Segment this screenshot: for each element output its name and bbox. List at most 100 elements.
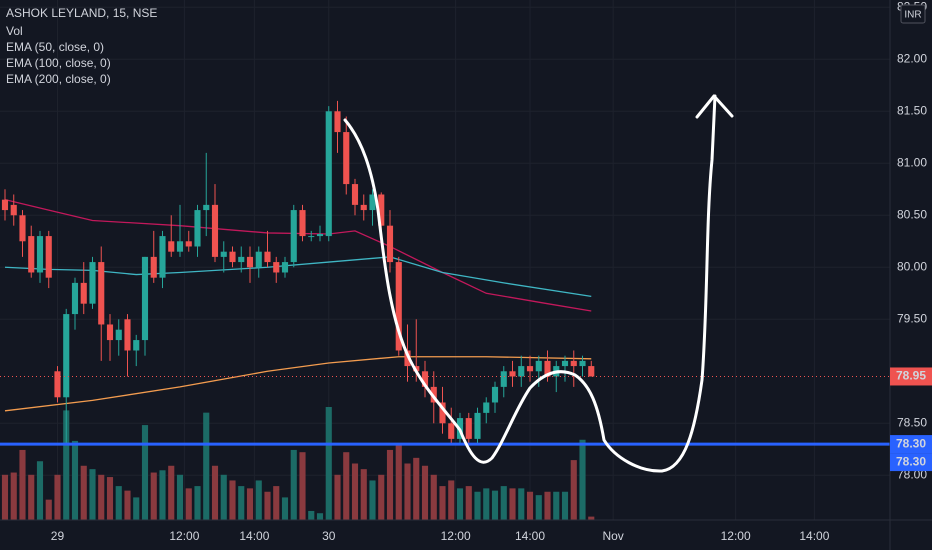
hline-tag — [890, 453, 932, 472]
hline-label: 78.30 — [896, 454, 926, 468]
currency: INR — [904, 10, 921, 21]
volume-bar — [176, 474, 184, 520]
volume-bar — [544, 491, 551, 520]
candle-body — [211, 204, 219, 257]
volume-bar — [343, 452, 350, 520]
candle-body — [474, 412, 481, 439]
last-price-tag — [890, 367, 932, 386]
volume-bar — [465, 486, 472, 520]
legend-item: EMA (200, close, 0) — [6, 72, 111, 86]
candle-body — [36, 236, 44, 273]
volume-bar — [474, 491, 481, 520]
volume-bar — [211, 465, 219, 520]
candle-body — [10, 204, 17, 216]
candle-body — [290, 210, 297, 263]
candle-body — [579, 360, 586, 367]
volume-bar — [229, 480, 236, 520]
candle-body — [491, 386, 499, 403]
axes: 78.0078.5079.5080.0080.5081.0081.5082.00… — [51, 0, 932, 543]
candle-body — [264, 251, 271, 263]
y-tick-label: 82.00 — [897, 51, 927, 65]
volume-bar — [579, 439, 586, 520]
volume-bar — [124, 490, 131, 520]
volume-bar — [588, 516, 595, 520]
candle-body — [45, 236, 52, 278]
candle-body — [98, 262, 105, 325]
volume-bar — [203, 412, 210, 520]
volume-bar — [386, 449, 394, 520]
hline-label: 78.30 — [896, 436, 926, 450]
candle-body — [570, 360, 577, 367]
volume-bar — [141, 425, 149, 520]
candle-body — [194, 210, 201, 247]
volume-bar — [168, 465, 175, 520]
candle-body — [561, 360, 569, 367]
candle-body — [509, 371, 516, 377]
hand-drawn-curve — [343, 94, 717, 473]
arrow-head — [695, 94, 734, 119]
candle-body — [378, 194, 385, 226]
candle-body — [351, 184, 359, 205]
volume-bar — [150, 472, 157, 520]
y-tick-label: 80.50 — [897, 207, 927, 221]
candle-body — [421, 371, 429, 387]
volume-bar — [369, 480, 376, 520]
volume-bar — [255, 480, 262, 520]
volume-bar — [115, 486, 122, 520]
candle-body — [448, 423, 455, 439]
x-tick-label: 12:00 — [441, 529, 471, 543]
volume-bar — [36, 461, 44, 520]
candle-body — [386, 225, 394, 263]
candle-body — [141, 256, 149, 341]
volume-bar — [509, 488, 516, 520]
candle-body — [80, 282, 87, 304]
candle-body — [316, 234, 324, 237]
candle-body — [28, 236, 35, 273]
candle-body — [544, 360, 551, 377]
volume-bar — [133, 497, 140, 520]
candle-body — [518, 366, 525, 377]
candle-body — [124, 319, 131, 351]
volume-bar — [281, 497, 289, 520]
hline-tag — [890, 435, 932, 454]
volume-bar — [273, 486, 280, 520]
x-tick-label: 14:00 — [515, 529, 545, 543]
x-tick-label: 14:00 — [239, 529, 269, 543]
volume-bar — [561, 491, 569, 520]
volume-bar — [535, 495, 542, 520]
candle-body — [115, 329, 122, 341]
volume-bar — [54, 474, 61, 520]
candle-body — [238, 256, 245, 263]
candle-body — [439, 402, 446, 424]
candle-body — [395, 262, 402, 351]
legend-item: EMA (100, close, 0) — [6, 56, 111, 70]
candle-body — [1, 199, 9, 211]
volume-bar — [518, 488, 525, 520]
volume-bar — [456, 488, 464, 520]
candle-body — [106, 324, 114, 341]
candle-body — [220, 251, 227, 257]
volume-bar — [439, 486, 446, 520]
volume-bar — [404, 463, 411, 520]
currency-badge[interactable] — [900, 4, 926, 24]
candle-body — [299, 210, 306, 237]
volume-bar — [10, 472, 17, 520]
volume-bar — [238, 486, 245, 520]
candle-body — [588, 366, 595, 377]
ema-line — [4, 356, 592, 412]
volume-bar — [553, 491, 560, 520]
volume-bar — [63, 410, 70, 520]
candle-body — [325, 111, 332, 237]
legend-item: Vol — [6, 24, 23, 38]
chart-title: ASHOK LEYLAND, 15, NSE — [6, 6, 157, 20]
volume-bar — [80, 465, 87, 520]
volume-bar — [299, 452, 306, 520]
candle-body — [369, 194, 376, 211]
candle-body — [360, 204, 367, 211]
y-tick-label: 79.50 — [897, 311, 927, 325]
x-tick-label: 14:00 — [799, 529, 829, 543]
volume-bar — [526, 491, 534, 520]
candle-body — [465, 418, 472, 439]
y-tick-label: 80.00 — [897, 259, 927, 273]
